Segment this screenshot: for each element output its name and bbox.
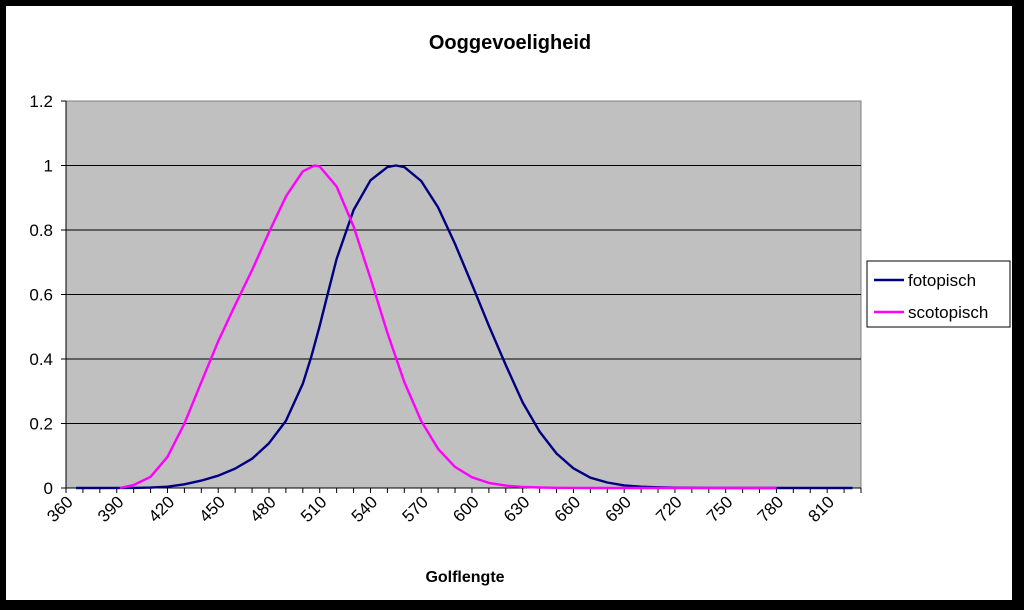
x-tick-label: 420 xyxy=(145,492,178,525)
y-tick-label: 0.4 xyxy=(29,350,53,369)
y-tick-label: 1.2 xyxy=(29,92,53,111)
series-line-scotopisch xyxy=(119,164,777,490)
y-tick-label: 1 xyxy=(44,157,53,176)
series-lines xyxy=(76,164,853,490)
legend-label-fotopisch: fotopisch xyxy=(908,271,976,290)
series-line-fotopisch xyxy=(76,164,853,490)
chart-frame: Ooggevoeligheid 0 0.2 0.4 0.6 0.8 1 1.2 360 390 4… xyxy=(6,6,1012,600)
x-tick-label: 810 xyxy=(804,492,837,525)
y-tick-label: 0 xyxy=(44,479,53,498)
legend-label-scotopisch: scotopisch xyxy=(908,303,988,322)
x-tick-label: 540 xyxy=(348,492,381,525)
x-tick-label: 720 xyxy=(652,492,685,525)
x-tick-label: 690 xyxy=(602,492,635,525)
y-tick-label: 0.2 xyxy=(29,415,53,434)
x-tick-label: 600 xyxy=(449,492,482,525)
x-tick-label: 450 xyxy=(196,492,229,525)
x-tick-label: 750 xyxy=(703,492,736,525)
x-axis-title: Golflengte xyxy=(425,569,504,586)
legend: fotopisch scotopisch xyxy=(866,260,1011,328)
x-tick-label: 660 xyxy=(551,492,584,525)
legend-box xyxy=(866,260,1011,328)
y-tick-label: 0.6 xyxy=(29,286,53,305)
x-tick-label: 390 xyxy=(94,492,127,525)
gridlines xyxy=(66,165,861,424)
x-tick-label: 780 xyxy=(754,492,787,525)
x-tick-label: 570 xyxy=(399,492,432,525)
x-tick-label: 630 xyxy=(500,492,533,525)
x-tick-label: 480 xyxy=(246,492,279,525)
chart-title: Ooggevoeligheid xyxy=(429,32,591,54)
x-tick-label: 510 xyxy=(297,492,330,525)
y-tick-label: 0.8 xyxy=(29,221,53,240)
